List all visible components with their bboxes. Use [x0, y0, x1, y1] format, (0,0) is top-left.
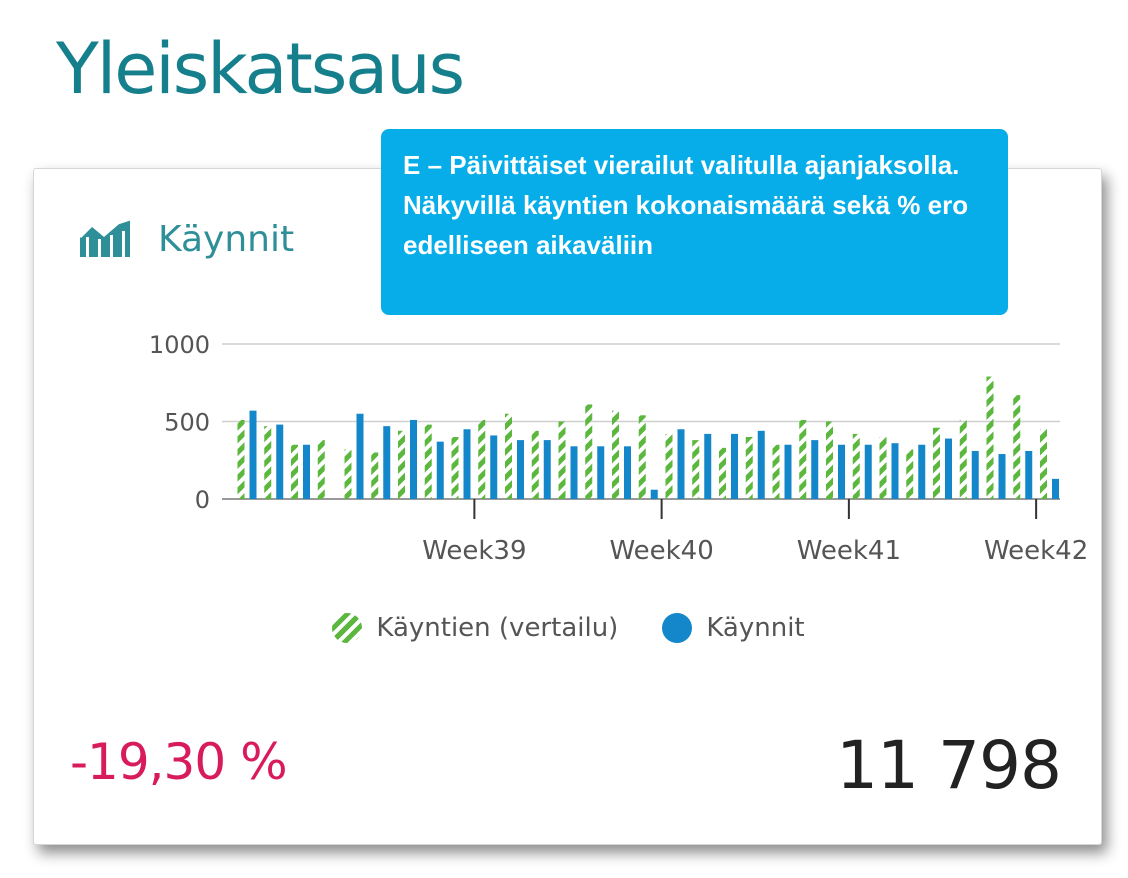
bar-visits[interactable] [838, 444, 845, 499]
bar-visits[interactable] [971, 450, 979, 499]
bar-comparison[interactable] [933, 427, 940, 499]
bar-comparison[interactable] [478, 419, 486, 499]
chart-legend: Käyntien (vertailu) Käynnit [34, 613, 1103, 643]
x-tick-label: Week42 [984, 536, 1088, 566]
bar-visits[interactable] [463, 429, 471, 499]
bar-comparison[interactable] [665, 433, 673, 499]
bar-visits[interactable] [490, 435, 498, 499]
x-tick-label: Week40 [609, 536, 713, 566]
bar-comparison[interactable] [772, 444, 780, 499]
bar-visits[interactable] [249, 410, 257, 499]
total-visits: 11 798 [836, 727, 1062, 804]
bar-visits[interactable] [918, 444, 926, 499]
bar-comparison[interactable] [719, 447, 726, 499]
bar-comparison[interactable] [451, 437, 459, 499]
bar-visits[interactable] [650, 489, 658, 499]
legend-item-visits[interactable]: Käynnit [662, 613, 805, 643]
bar-comparison[interactable] [612, 410, 619, 499]
bar-comparison[interactable] [906, 449, 914, 499]
legend-label-comparison: Käyntien (vertailu) [376, 613, 619, 643]
bar-comparison[interactable] [585, 404, 593, 499]
bar-comparison[interactable] [638, 415, 646, 499]
bar-visits[interactable] [624, 446, 631, 499]
y-tick-label: 500 [164, 409, 210, 437]
bar-visits[interactable] [436, 441, 444, 499]
bar-visits[interactable] [757, 430, 765, 499]
y-tick-label: 0 [195, 486, 210, 514]
bar-visits[interactable] [597, 446, 605, 499]
bar-comparison[interactable] [558, 421, 566, 500]
bar-comparison[interactable] [826, 421, 833, 500]
bar-visits[interactable] [303, 444, 310, 499]
bar-comparison[interactable] [879, 437, 887, 499]
bar-visits[interactable] [945, 438, 952, 499]
help-tooltip: E – Päivittäiset vierailut valitulla aja… [381, 129, 1008, 315]
bar-comparison[interactable] [424, 424, 432, 499]
bar-comparison[interactable] [317, 440, 325, 499]
bar-comparison[interactable] [371, 452, 379, 500]
bar-comparison[interactable] [745, 437, 753, 499]
x-tick-label: Week41 [797, 536, 901, 566]
bar-visits[interactable] [1052, 478, 1059, 499]
legend-label-visits: Käynnit [706, 613, 805, 643]
bar-visits[interactable] [410, 419, 417, 499]
x-tick-label: Week39 [422, 536, 526, 566]
y-tick-label: 1000 [149, 331, 210, 359]
legend-swatch-comparison [332, 613, 363, 643]
area-chart-icon [78, 217, 131, 257]
percent-change: -19,30 % [70, 733, 288, 791]
bar-comparison[interactable] [237, 419, 245, 499]
bar-visits[interactable] [517, 440, 524, 499]
bar-visits[interactable] [864, 444, 872, 499]
bar-comparison[interactable] [531, 430, 539, 499]
bar-comparison[interactable] [1040, 429, 1047, 499]
bar-visits[interactable] [570, 446, 578, 499]
bar-comparison[interactable] [799, 419, 807, 499]
bar-comparison[interactable] [398, 430, 405, 499]
bar-comparison[interactable] [852, 433, 860, 499]
bar-comparison[interactable] [264, 426, 272, 499]
bar-visits[interactable] [383, 426, 391, 499]
card-title: Käynnit [158, 219, 295, 260]
bar-visits[interactable] [1025, 450, 1033, 499]
bar-comparison[interactable] [505, 413, 512, 499]
bar-comparison[interactable] [986, 376, 994, 499]
bar-comparison[interactable] [1013, 395, 1021, 499]
bar-visits[interactable] [276, 424, 284, 499]
bar-visits[interactable] [891, 443, 899, 499]
bar-visits[interactable] [677, 429, 685, 499]
bar-comparison[interactable] [959, 419, 967, 499]
bar-comparison[interactable] [692, 440, 700, 499]
legend-swatch-visits [662, 613, 693, 643]
bar-visits[interactable] [731, 433, 738, 499]
bar-visits[interactable] [784, 444, 792, 499]
bar-comparison[interactable] [291, 444, 298, 499]
visits-bar-chart: 0 500 1000 Week39 Week40 Week41 Week42 [149, 331, 1088, 566]
bar-visits[interactable] [356, 413, 364, 499]
bar-visits[interactable] [811, 440, 819, 499]
bar-comparison[interactable] [344, 449, 352, 499]
bar-visits[interactable] [543, 440, 551, 499]
bar-visits[interactable] [998, 454, 1006, 499]
page-title: Yleiskatsaus [56, 28, 465, 110]
bar-visits[interactable] [704, 433, 712, 499]
legend-item-comparison[interactable]: Käyntien (vertailu) [332, 613, 618, 643]
